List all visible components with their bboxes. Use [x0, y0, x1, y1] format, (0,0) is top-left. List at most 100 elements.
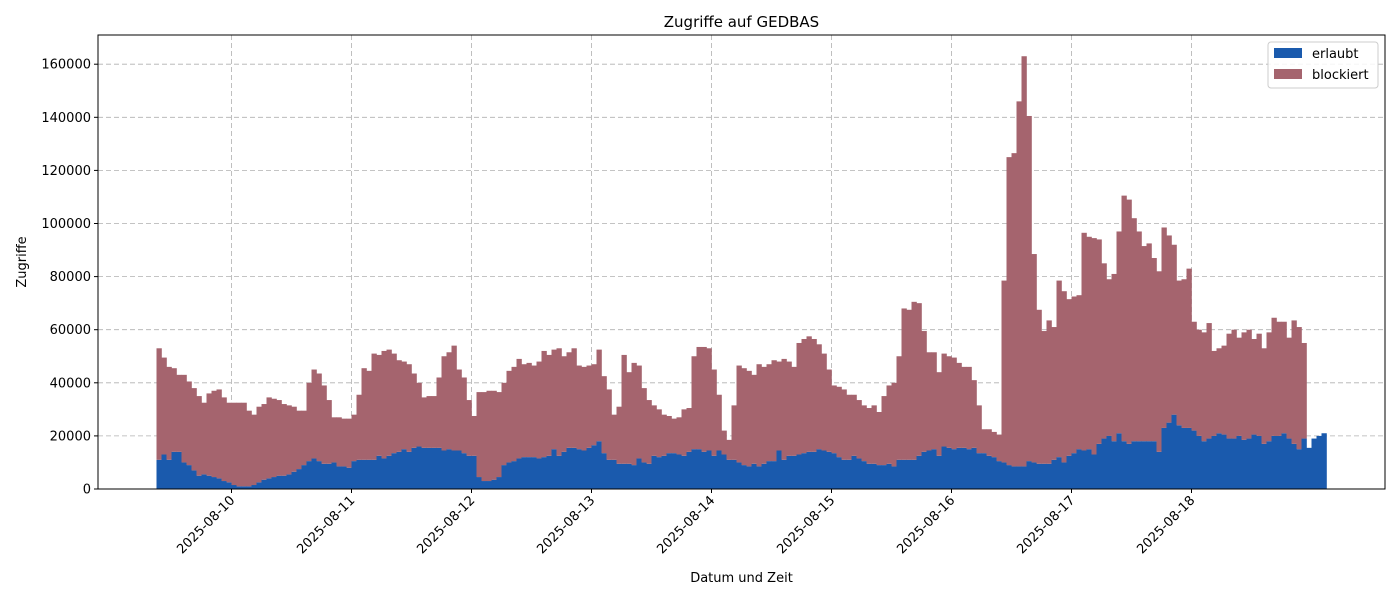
bar-blockiert: [1061, 291, 1067, 463]
bar-erlaubt: [751, 463, 757, 489]
bar-blockiert: [1241, 332, 1247, 440]
bar-erlaubt: [926, 450, 932, 489]
bar-erlaubt: [496, 477, 502, 489]
bar-blockiert: [1226, 333, 1232, 439]
bar-erlaubt: [221, 481, 227, 489]
bar-blockiert: [536, 361, 542, 459]
legend-swatch-erlaubt: [1274, 48, 1302, 58]
bar-blockiert: [526, 362, 532, 458]
bar-erlaubt: [1111, 441, 1117, 489]
bar-erlaubt: [186, 465, 192, 489]
bar-blockiert: [821, 353, 827, 451]
bar-blockiert: [1291, 320, 1297, 444]
bar-blockiert: [1081, 232, 1087, 451]
bar-blockiert: [326, 400, 332, 464]
bar-erlaubt: [701, 451, 707, 489]
bar-erlaubt: [386, 455, 392, 489]
bar-blockiert: [571, 348, 577, 448]
bar-erlaubt: [671, 453, 677, 489]
bar-erlaubt: [391, 453, 397, 489]
bar-erlaubt: [576, 449, 582, 489]
bar-blockiert: [751, 374, 757, 464]
y-tick-label: 100000: [41, 217, 91, 232]
bar-blockiert: [981, 429, 987, 454]
bar-erlaubt: [786, 455, 792, 489]
bar-erlaubt: [396, 451, 402, 489]
bar-blockiert: [166, 366, 172, 460]
bar-blockiert: [1136, 231, 1142, 442]
bar-blockiert: [1171, 244, 1177, 415]
bar-blockiert: [1091, 238, 1097, 455]
bar-blockiert: [331, 417, 337, 463]
bar-blockiert: [561, 356, 567, 452]
bar-erlaubt: [571, 447, 577, 489]
bar-blockiert: [1201, 332, 1207, 442]
bar-blockiert: [856, 400, 862, 459]
bar-erlaubt: [1146, 441, 1152, 489]
bar-blockiert: [216, 389, 222, 479]
bar-erlaubt: [826, 451, 832, 489]
bar-erlaubt: [286, 474, 292, 489]
bar-erlaubt: [871, 463, 877, 489]
bar-blockiert: [941, 353, 947, 447]
bar-blockiert: [1131, 218, 1137, 442]
bar-erlaubt: [981, 453, 987, 489]
bar-erlaubt: [1071, 453, 1077, 489]
bar-blockiert: [301, 410, 307, 466]
chart-title: Zugriffe auf GEDBAS: [664, 13, 819, 31]
bar-erlaubt: [261, 479, 267, 489]
bar-blockiert: [596, 349, 602, 442]
y-tick-label: 0: [83, 483, 91, 498]
bar-blockiert: [771, 360, 777, 462]
bar-erlaubt: [1166, 422, 1172, 489]
bar-erlaubt: [1011, 466, 1017, 489]
bar-erlaubt: [971, 447, 977, 489]
bar-blockiert: [1266, 332, 1272, 442]
bar-blockiert: [241, 402, 247, 487]
bar-blockiert: [1106, 279, 1112, 436]
bar-blockiert: [1116, 231, 1122, 434]
bar-erlaubt: [666, 453, 672, 489]
bar-erlaubt: [1131, 441, 1137, 489]
bar-blockiert: [1066, 299, 1072, 456]
bar-blockiert: [1006, 157, 1012, 466]
bar-blockiert: [936, 372, 942, 456]
bar-blockiert: [626, 372, 632, 464]
bar-blockiert: [1041, 331, 1047, 464]
bar-erlaubt: [381, 458, 387, 489]
bar-blockiert: [556, 348, 562, 456]
bar-erlaubt: [881, 465, 887, 489]
bar-erlaubt: [201, 474, 207, 489]
bar-erlaubt: [301, 465, 307, 489]
bar-blockiert: [891, 382, 897, 467]
bar-erlaubt: [1031, 462, 1037, 489]
bar-erlaubt: [506, 462, 512, 489]
bar-blockiert: [971, 380, 977, 448]
bar-blockiert: [1086, 236, 1092, 450]
bar-erlaubt: [711, 455, 717, 489]
bar-erlaubt: [876, 465, 882, 489]
bar-blockiert: [1221, 345, 1227, 435]
bar-blockiert: [711, 369, 717, 456]
bar-blockiert: [816, 344, 822, 450]
y-tick-label: 140000: [41, 111, 91, 126]
bar-blockiert: [781, 358, 787, 460]
bar-blockiert: [1261, 348, 1267, 444]
bar-blockiert: [691, 356, 697, 450]
bar-erlaubt: [426, 447, 432, 489]
bar-blockiert: [411, 373, 417, 448]
bar-blockiert: [336, 417, 342, 467]
bar-blockiert: [401, 361, 407, 450]
bar-erlaubt: [1256, 435, 1262, 489]
bar-erlaubt: [1161, 427, 1167, 489]
bar-blockiert: [1026, 115, 1032, 462]
bar-blockiert: [1256, 333, 1262, 436]
bar-erlaubt: [641, 462, 647, 489]
bar-erlaubt: [161, 454, 167, 489]
bar-erlaubt: [1261, 443, 1267, 489]
bar-blockiert: [186, 381, 192, 466]
bar-erlaubt: [1216, 433, 1222, 489]
bar-erlaubt: [466, 455, 472, 489]
bar-erlaubt: [621, 463, 627, 489]
bar-erlaubt: [886, 463, 892, 489]
